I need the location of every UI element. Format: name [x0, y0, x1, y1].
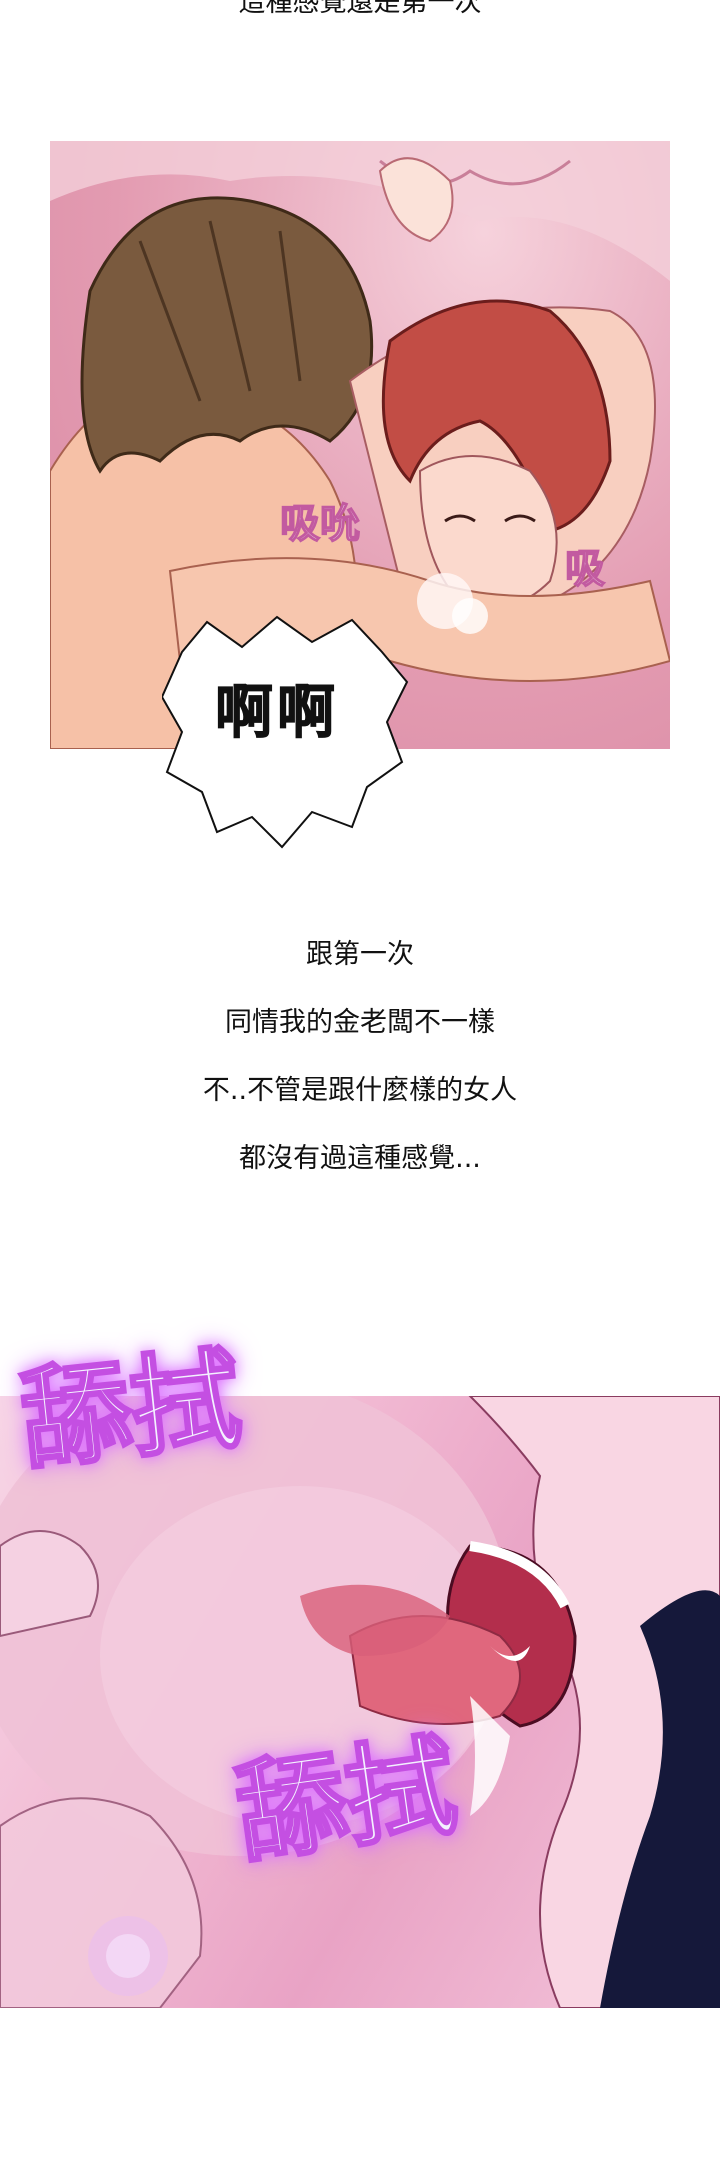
sfx-lick-top: 舔拭: [13, 1333, 248, 1486]
narration-line-1: 跟第一次: [306, 939, 414, 970]
narration-line-4: 都沒有過這種感覺...: [239, 1143, 481, 1174]
top-caption: 這種感覺還是第一次: [238, 0, 482, 18]
panel-2-illustration: [0, 1396, 720, 2008]
speech-bubble: [162, 615, 409, 849]
comic-panel-2: [0, 1396, 720, 2008]
speech-bubble-text: 啊啊: [214, 678, 340, 747]
sfx-lick-bottom: 舔拭: [227, 1720, 466, 1880]
narration-line-3: 不..不管是跟什麼樣的女人: [202, 1075, 518, 1106]
sfx-suck-right: 吸: [564, 545, 606, 593]
narration-line-2: 同情我的金老闆不一樣: [225, 1007, 495, 1038]
sfx-suck-left: 吸吮: [279, 500, 361, 548]
